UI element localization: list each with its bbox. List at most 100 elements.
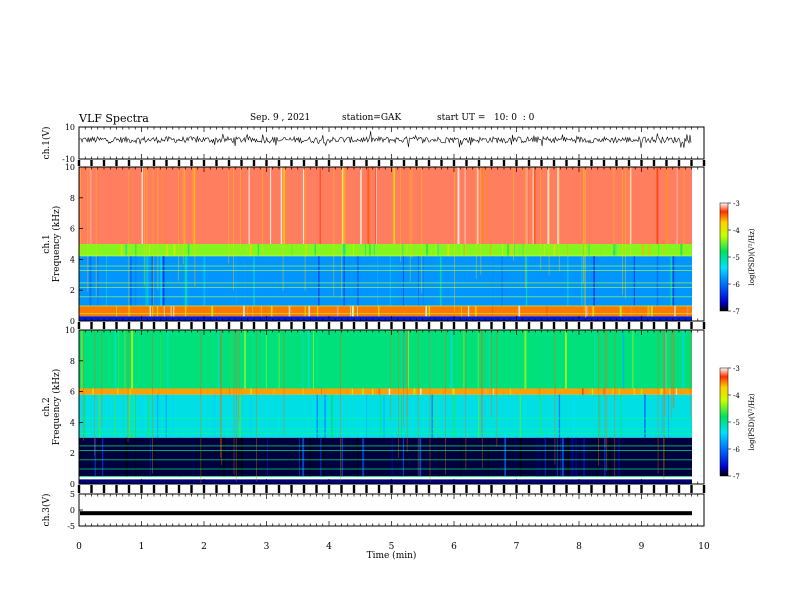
spec1-stripe [360, 167, 362, 244]
spec2-line [79, 476, 692, 478]
divider-tick [577, 160, 581, 166]
ch1-spectrogram [78, 166, 705, 322]
spec1-sferic [513, 167, 514, 261]
divider-tick [127, 485, 131, 493]
spec1-sferic [540, 167, 542, 270]
spec1-stripe [192, 167, 195, 244]
spec1-stripe [270, 167, 272, 244]
spec2-stripe [463, 330, 465, 389]
spec1-stripe [151, 256, 153, 306]
spec2-stripe [359, 394, 361, 438]
spec2-stripe [599, 394, 601, 438]
divider-tick [702, 322, 706, 329]
spec2-cbar-tick-label: -6 [733, 446, 740, 454]
spec1-sferic [178, 167, 179, 281]
spec2-stripe [278, 330, 280, 389]
divider-tick [115, 485, 118, 493]
divider-tick [552, 160, 556, 166]
divider-tick [602, 485, 606, 493]
spec2-stripe [675, 388, 677, 395]
spec1-stripe [243, 305, 245, 317]
spec1-stripe [522, 244, 524, 257]
spec1-sferic [480, 167, 482, 275]
divider-tick [652, 485, 656, 493]
header-date: Sep. 9 , 2021 [250, 113, 311, 123]
spec1-stripe [160, 256, 162, 306]
spec2-line [79, 445, 692, 447]
divider-tick [340, 160, 343, 166]
spec1-axis-label: Frequency (kHz) [51, 206, 62, 283]
divider-tick [527, 160, 531, 166]
x-tick-label: 4 [326, 542, 332, 552]
spec1-ytick-label: 0 [70, 317, 75, 326]
spec2-sferic [604, 330, 606, 448]
ch1-waveform-line [78, 131, 692, 149]
spec2-stripe [324, 394, 326, 438]
divider-tick [515, 322, 518, 329]
spec2-stripe [117, 330, 119, 389]
spec2-stripe [556, 388, 559, 395]
divider-tick [402, 485, 406, 493]
spec2-stripe [126, 437, 128, 477]
spec1-stripe [377, 256, 379, 306]
spec2-sferic [481, 330, 482, 435]
divider-tick [215, 322, 218, 329]
spec2-stripe [132, 394, 133, 438]
spec1-stripe [162, 256, 165, 306]
spec1-sferic [683, 167, 685, 252]
spec1-stripe [336, 305, 339, 317]
spec2-band-1 [79, 388, 692, 395]
spec1-stripe [147, 256, 149, 306]
spec1-stripe [418, 256, 419, 306]
spec1-stripe [647, 305, 649, 317]
spec1-stripe [163, 305, 165, 317]
divider-tick [352, 322, 356, 329]
spec1-sferic [524, 167, 526, 289]
spec2-stripe [484, 388, 487, 395]
divider-tick [265, 322, 268, 329]
divider-tick [665, 160, 668, 166]
divider-tick [677, 160, 681, 166]
divider-tick [77, 160, 81, 166]
spec2-stripe [504, 437, 506, 477]
spec2-stripe [84, 394, 86, 438]
spec2-stripe [437, 437, 440, 477]
spec2-stripe [102, 437, 104, 477]
divider-tick [327, 160, 331, 166]
spec1-stripe [545, 305, 548, 317]
spec1-sferic [411, 167, 413, 258]
spec2-cbar-tick-label: -7 [733, 473, 740, 481]
spec1-stripe [543, 244, 545, 257]
spec2-ytick-label: 10 [65, 326, 75, 335]
spec2-stripe [320, 437, 322, 477]
spec1-stripe [89, 256, 92, 306]
spec1-cbar-tick-label: -7 [733, 308, 740, 316]
spec1-stripe [402, 256, 404, 306]
spec1-stripe [149, 244, 150, 257]
spec2-sferic [657, 330, 659, 474]
spec2-sferic [233, 330, 235, 475]
spec1-sferic [304, 167, 306, 292]
spec1-stripe [184, 305, 187, 317]
spec2-stripe [383, 394, 385, 438]
spec2-stripe [391, 437, 393, 477]
divider-tick [627, 485, 631, 493]
spec1-sferic [182, 167, 184, 265]
spec1-stripe [482, 167, 483, 244]
spec1-sferic [585, 167, 586, 318]
spec1-stripe [507, 244, 509, 257]
spec1-line [79, 305, 692, 307]
divider-tick [565, 485, 568, 493]
spec2-line [79, 433, 692, 434]
spec2-stripe [309, 437, 311, 477]
spec1-stripe [344, 167, 346, 244]
spec2-stripe [603, 388, 605, 395]
spec1-stripe [173, 244, 176, 257]
x-tick-label: 5 [389, 542, 395, 552]
spec2-stripe [155, 437, 156, 477]
divider-tick [302, 485, 306, 493]
spec2-stripe [582, 388, 584, 395]
divider-tick [252, 322, 256, 329]
spec1-stripe [649, 305, 651, 317]
divider-tick [202, 485, 206, 493]
